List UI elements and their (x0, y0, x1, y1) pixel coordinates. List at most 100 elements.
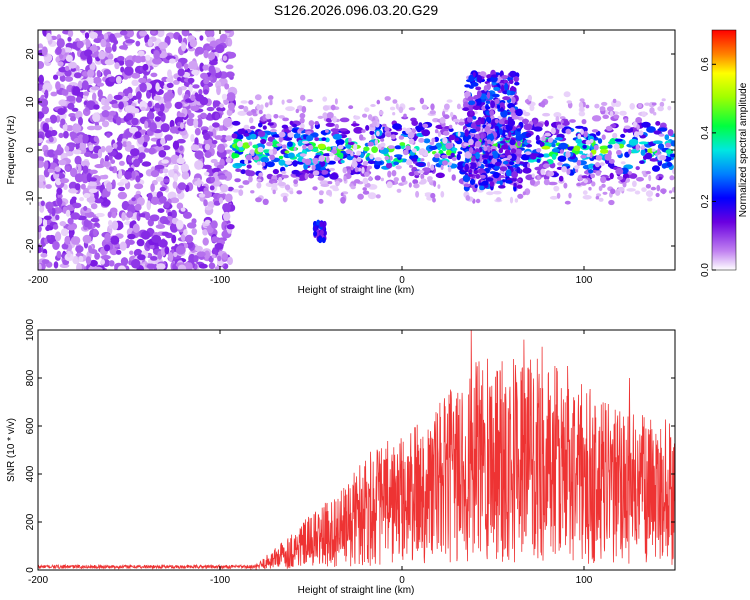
heatmap-cell (547, 95, 554, 99)
heatmap-cell (187, 77, 195, 84)
heatmap-cell (306, 99, 313, 103)
heatmap-cell (451, 147, 458, 152)
heatmap-cell (297, 139, 303, 147)
heatmap-cell (176, 219, 184, 230)
heatmap-cell (278, 176, 283, 183)
heatmap-cell (340, 160, 345, 164)
heatmap-cell (125, 59, 134, 68)
heatmap-cell (321, 137, 327, 142)
heatmap-cell (92, 112, 101, 123)
heatmap-cell (132, 223, 140, 233)
heatmap-cell (659, 101, 665, 108)
heatmap-cell (641, 145, 645, 149)
heatmap-cell (157, 208, 165, 214)
snr-series-line (38, 330, 675, 570)
heatmap-cell (74, 183, 81, 191)
heatmap-cell (176, 157, 186, 165)
heatmap-cell (386, 159, 391, 164)
heatmap-cell (664, 134, 670, 141)
heatmap-cell (326, 123, 334, 127)
heatmap-cell (145, 54, 151, 61)
heatmap-cell (326, 112, 334, 119)
heatmap-cell (649, 158, 659, 162)
heatmap-cell (308, 172, 315, 179)
heatmap-cell (499, 128, 503, 135)
heatmap-cell (209, 60, 218, 66)
heatmap-cell (510, 148, 517, 154)
heatmap-cell (136, 197, 145, 206)
heatmap-cell (77, 134, 84, 143)
heatmap-cell (71, 196, 77, 202)
heatmap-cell (496, 127, 500, 135)
heatmap-cell (224, 30, 232, 34)
heatmap-cell (141, 161, 152, 167)
heatmap-cell (645, 190, 654, 198)
heatmap-cell (176, 202, 184, 210)
heatmap-cell (304, 158, 312, 165)
heatmap-cell (227, 102, 235, 111)
heatmap-cell (177, 264, 187, 270)
heatmap-cell (628, 138, 639, 146)
heatmap-cell (209, 185, 215, 191)
heatmap-cell (481, 105, 487, 111)
heatmap-cell (198, 89, 203, 95)
heatmap-cell (183, 229, 188, 236)
heatmap-cell (471, 156, 476, 162)
heatmap-cell (123, 66, 134, 76)
spectrogram-ytick-label: 20 (25, 48, 36, 60)
heatmap-cell (442, 130, 450, 136)
heatmap-cell (126, 211, 134, 218)
heatmap-cell (442, 160, 448, 166)
heatmap-cell (319, 229, 324, 236)
heatmap-cell (62, 130, 69, 139)
heatmap-cell (613, 114, 620, 119)
heatmap-cell (202, 237, 209, 246)
heatmap-cell (59, 74, 66, 82)
heatmap-cell (408, 182, 412, 188)
heatmap-cell (509, 79, 514, 85)
heatmap-cell (513, 76, 519, 83)
heatmap-cell (193, 118, 199, 128)
heatmap-cell (362, 161, 369, 166)
heatmap-cell (515, 148, 522, 155)
heatmap-cell (499, 170, 504, 174)
heatmap-cell (194, 92, 199, 100)
heatmap-cell (340, 192, 344, 197)
heatmap-cell (524, 151, 532, 155)
heatmap-cell (496, 197, 502, 202)
heatmap-cell (225, 64, 234, 70)
heatmap-cell (117, 265, 127, 270)
heatmap-cell (281, 174, 289, 179)
heatmap-cell (542, 112, 551, 117)
heatmap-cell (313, 230, 318, 237)
heatmap-cell (116, 116, 122, 126)
spectrogram-xtick-label: 0 (399, 275, 405, 286)
heatmap-cell (102, 161, 110, 168)
heatmap-cell (464, 120, 468, 125)
heatmap-cell (598, 197, 604, 202)
heatmap-cell (63, 184, 68, 190)
heatmap-cell (121, 211, 126, 222)
heatmap-cell (447, 166, 452, 173)
heatmap-cell (499, 180, 503, 186)
heatmap-cell (139, 30, 148, 37)
heatmap-cell (653, 130, 662, 135)
heatmap-cell (609, 110, 614, 117)
heatmap-cell (288, 146, 299, 151)
heatmap-cell (525, 132, 532, 138)
heatmap-cell (651, 148, 656, 152)
heatmap-cell (373, 160, 383, 166)
heatmap-cell (419, 97, 425, 105)
heatmap-cell (249, 149, 255, 155)
heatmap-cell (167, 69, 172, 78)
heatmap-cell (582, 190, 588, 195)
heatmap-cell (142, 63, 149, 71)
heatmap-cell (339, 152, 344, 159)
heatmap-cell (111, 103, 121, 109)
colorbar-tick-label: 0.6 (700, 57, 711, 71)
heatmap-cell (608, 141, 616, 145)
heatmap-cell (497, 143, 501, 149)
heatmap-cell (318, 155, 326, 162)
heatmap-cell (561, 166, 567, 173)
heatmap-cell (451, 157, 457, 161)
